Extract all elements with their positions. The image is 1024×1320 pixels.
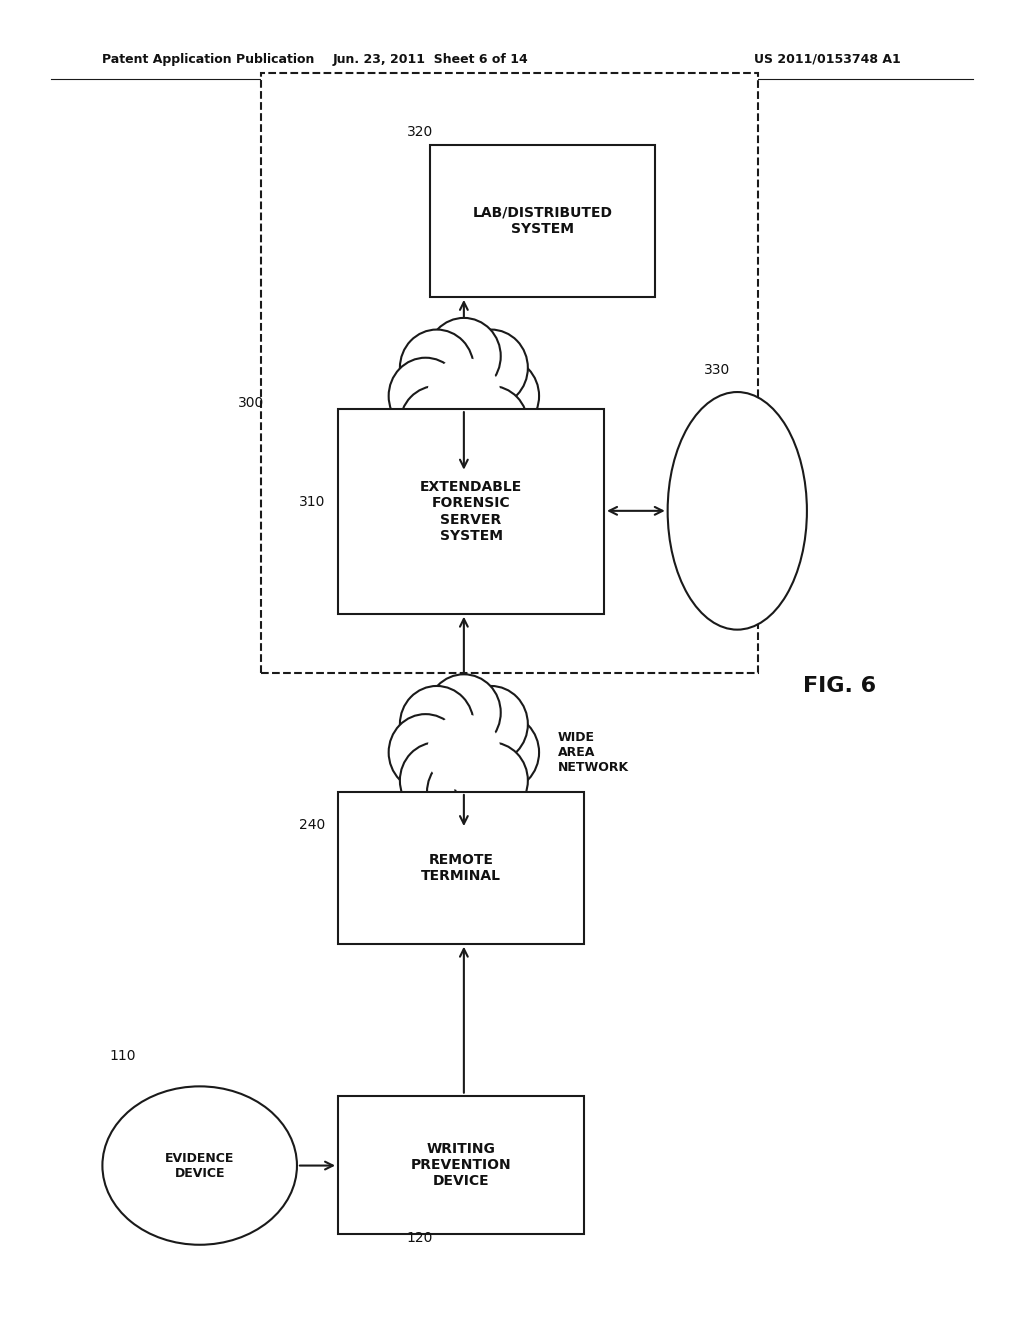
- Text: 110: 110: [110, 1049, 136, 1063]
- Ellipse shape: [389, 358, 463, 434]
- Text: WRITING
PREVENTION
DEVICE: WRITING PREVENTION DEVICE: [411, 1142, 511, 1188]
- Ellipse shape: [454, 742, 527, 818]
- Text: 300: 300: [238, 396, 264, 409]
- Bar: [261, 73, 758, 673]
- Ellipse shape: [400, 742, 474, 818]
- Ellipse shape: [427, 397, 501, 474]
- Ellipse shape: [389, 714, 463, 791]
- Ellipse shape: [454, 385, 527, 462]
- Bar: [430, 145, 655, 297]
- Ellipse shape: [454, 686, 527, 763]
- Ellipse shape: [400, 330, 474, 407]
- Text: REMOTE
TERMINAL: REMOTE TERMINAL: [421, 853, 501, 883]
- Text: Jun. 23, 2011  Sheet 6 of 14: Jun. 23, 2011 Sheet 6 of 14: [332, 53, 528, 66]
- Text: US 2011/0153748 A1: US 2011/0153748 A1: [755, 53, 901, 66]
- Ellipse shape: [400, 686, 474, 763]
- Text: 330: 330: [703, 363, 730, 376]
- Text: 240: 240: [299, 818, 326, 832]
- Ellipse shape: [102, 1086, 297, 1245]
- Bar: [338, 409, 604, 614]
- Ellipse shape: [465, 714, 539, 791]
- Text: Patent Application Publication: Patent Application Publication: [102, 53, 314, 66]
- Text: 310: 310: [299, 495, 326, 508]
- Ellipse shape: [465, 358, 539, 434]
- Ellipse shape: [427, 318, 501, 395]
- Text: 120: 120: [407, 1232, 433, 1245]
- Bar: [338, 792, 584, 944]
- Text: LAB/DISTRIBUTED
SYSTEM: LAB/DISTRIBUTED SYSTEM: [473, 206, 612, 236]
- Text: FIG. 6: FIG. 6: [803, 676, 877, 697]
- Text: EVIDENCE
DEVICE: EVIDENCE DEVICE: [165, 1151, 234, 1180]
- Bar: [338, 1096, 584, 1234]
- Ellipse shape: [427, 675, 501, 751]
- Ellipse shape: [668, 392, 807, 630]
- Ellipse shape: [400, 385, 474, 462]
- Text: 320: 320: [407, 125, 433, 139]
- Ellipse shape: [454, 330, 527, 407]
- Text: WIDE
AREA
NETWORK: WIDE AREA NETWORK: [558, 731, 629, 774]
- Ellipse shape: [427, 714, 501, 791]
- Ellipse shape: [427, 358, 501, 434]
- Ellipse shape: [427, 754, 501, 830]
- Text: EXTENDABLE
FORENSIC
SERVER
SYSTEM: EXTENDABLE FORENSIC SERVER SYSTEM: [420, 480, 522, 543]
